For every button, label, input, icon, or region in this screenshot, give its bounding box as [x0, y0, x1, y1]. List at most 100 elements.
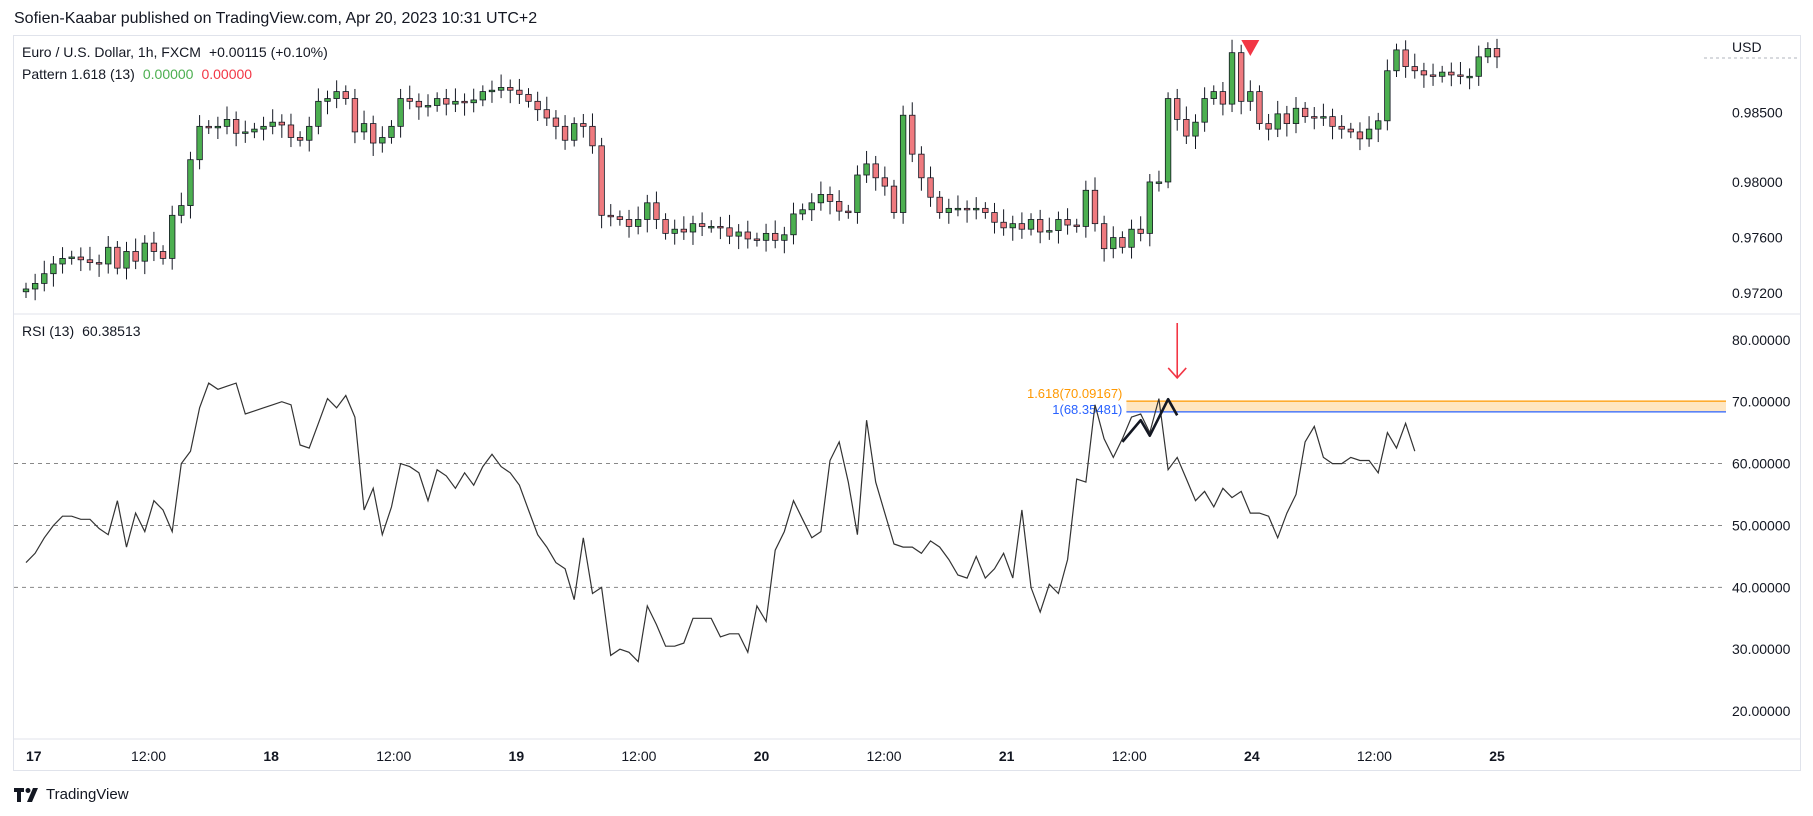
candle-up: [1192, 121, 1199, 137]
candle: [470, 88, 477, 113]
rsi-value: 60.38513: [82, 323, 141, 339]
candle-down: [662, 219, 669, 234]
candle-up: [169, 214, 176, 259]
candle-down: [909, 114, 916, 155]
candle-up: [1365, 128, 1373, 140]
candle: [388, 120, 395, 144]
rsi-axis-tick: 20.00000: [1732, 703, 1791, 719]
tradingview-brand[interactable]: TradingView: [14, 786, 129, 803]
candle: [708, 220, 715, 233]
candle: [954, 195, 962, 217]
candle: [662, 213, 669, 240]
time-axis-tick: 18: [263, 748, 279, 764]
candle: [1384, 59, 1391, 131]
candle-up: [59, 257, 66, 265]
candle: [1210, 85, 1217, 105]
candle: [507, 79, 514, 104]
candle-down: [1073, 224, 1080, 227]
candle: [680, 216, 688, 240]
candle: [982, 202, 989, 219]
candle-up: [333, 91, 340, 99]
candle: [927, 166, 934, 207]
candle: [790, 202, 797, 245]
candle-up: [790, 213, 797, 236]
candle: [1046, 217, 1053, 240]
candle: [1228, 39, 1236, 113]
candle: [324, 90, 331, 115]
candle-down: [415, 100, 423, 108]
candle-down: [95, 262, 103, 265]
candle: [1073, 218, 1080, 233]
candle: [644, 194, 651, 233]
candle-up: [762, 232, 770, 241]
candle-down: [561, 125, 569, 141]
candle-down: [461, 100, 468, 104]
candle-up: [973, 207, 980, 211]
candle-up: [41, 273, 48, 284]
candle-down: [534, 100, 541, 111]
candle-down: [278, 121, 285, 126]
candle-down: [1100, 223, 1108, 250]
candle: [479, 85, 486, 107]
candle-up: [187, 159, 194, 206]
candle-down: [982, 207, 989, 213]
publisher-line: Sofien-Kaabar published on TradingView.c…: [14, 10, 538, 27]
time-axis-tick: 12:00: [131, 748, 166, 764]
candle-down: [1448, 71, 1455, 76]
candle: [772, 220, 779, 249]
candle: [1201, 87, 1208, 132]
candle: [1174, 88, 1181, 131]
candle-up: [31, 283, 39, 290]
candle-up: [433, 98, 441, 106]
candle: [296, 131, 304, 147]
candle-down: [845, 210, 852, 214]
candle: [1064, 208, 1071, 235]
candle-down: [717, 226, 724, 229]
pattern-zigzag: [1121, 397, 1179, 443]
candle-down: [1064, 219, 1071, 226]
candle: [452, 88, 459, 113]
candle-up: [1439, 71, 1446, 77]
candle-up: [799, 209, 806, 215]
candle: [169, 205, 176, 270]
candle-down: [890, 185, 898, 213]
candle-up: [1110, 237, 1117, 250]
candle: [415, 93, 423, 120]
rsi-axis-tick: 50.00000: [1732, 517, 1791, 533]
candle: [342, 85, 349, 105]
candle: [77, 247, 84, 272]
candle-down: [625, 219, 633, 227]
candle: [1183, 106, 1190, 145]
candle-down: [86, 259, 94, 263]
candle-down: [1420, 70, 1428, 76]
candle: [653, 191, 660, 230]
candle: [1338, 115, 1345, 139]
candle-up: [1164, 98, 1172, 183]
candle-down: [1311, 116, 1318, 119]
candle: [306, 116, 313, 152]
candle-up: [497, 87, 505, 91]
candle: [525, 88, 532, 108]
candle-up: [479, 91, 486, 101]
candle-down: [835, 201, 843, 212]
candle-up: [315, 100, 322, 127]
candle: [406, 85, 413, 110]
candle: [854, 165, 861, 224]
chart-svg[interactable]: 0.97200 0.97600 0.98000 0.98500 20.00000 30.…: [14, 36, 1800, 770]
candle: [945, 198, 952, 224]
candle: [753, 232, 761, 247]
candle: [762, 223, 770, 252]
candle: [689, 215, 697, 245]
candle: [1466, 68, 1473, 90]
candle-up: [68, 256, 75, 259]
fib-1618-label: 1.618(70.09167): [1027, 386, 1122, 401]
price-axis-tick: 0.98500: [1732, 104, 1783, 120]
candle: [1420, 62, 1428, 88]
candle-up: [1201, 98, 1208, 123]
candle: [351, 88, 359, 144]
candle: [141, 235, 148, 275]
candle: [1320, 103, 1327, 126]
candle-down: [872, 163, 879, 179]
candle: [1192, 114, 1199, 150]
candle-down: [370, 123, 377, 144]
